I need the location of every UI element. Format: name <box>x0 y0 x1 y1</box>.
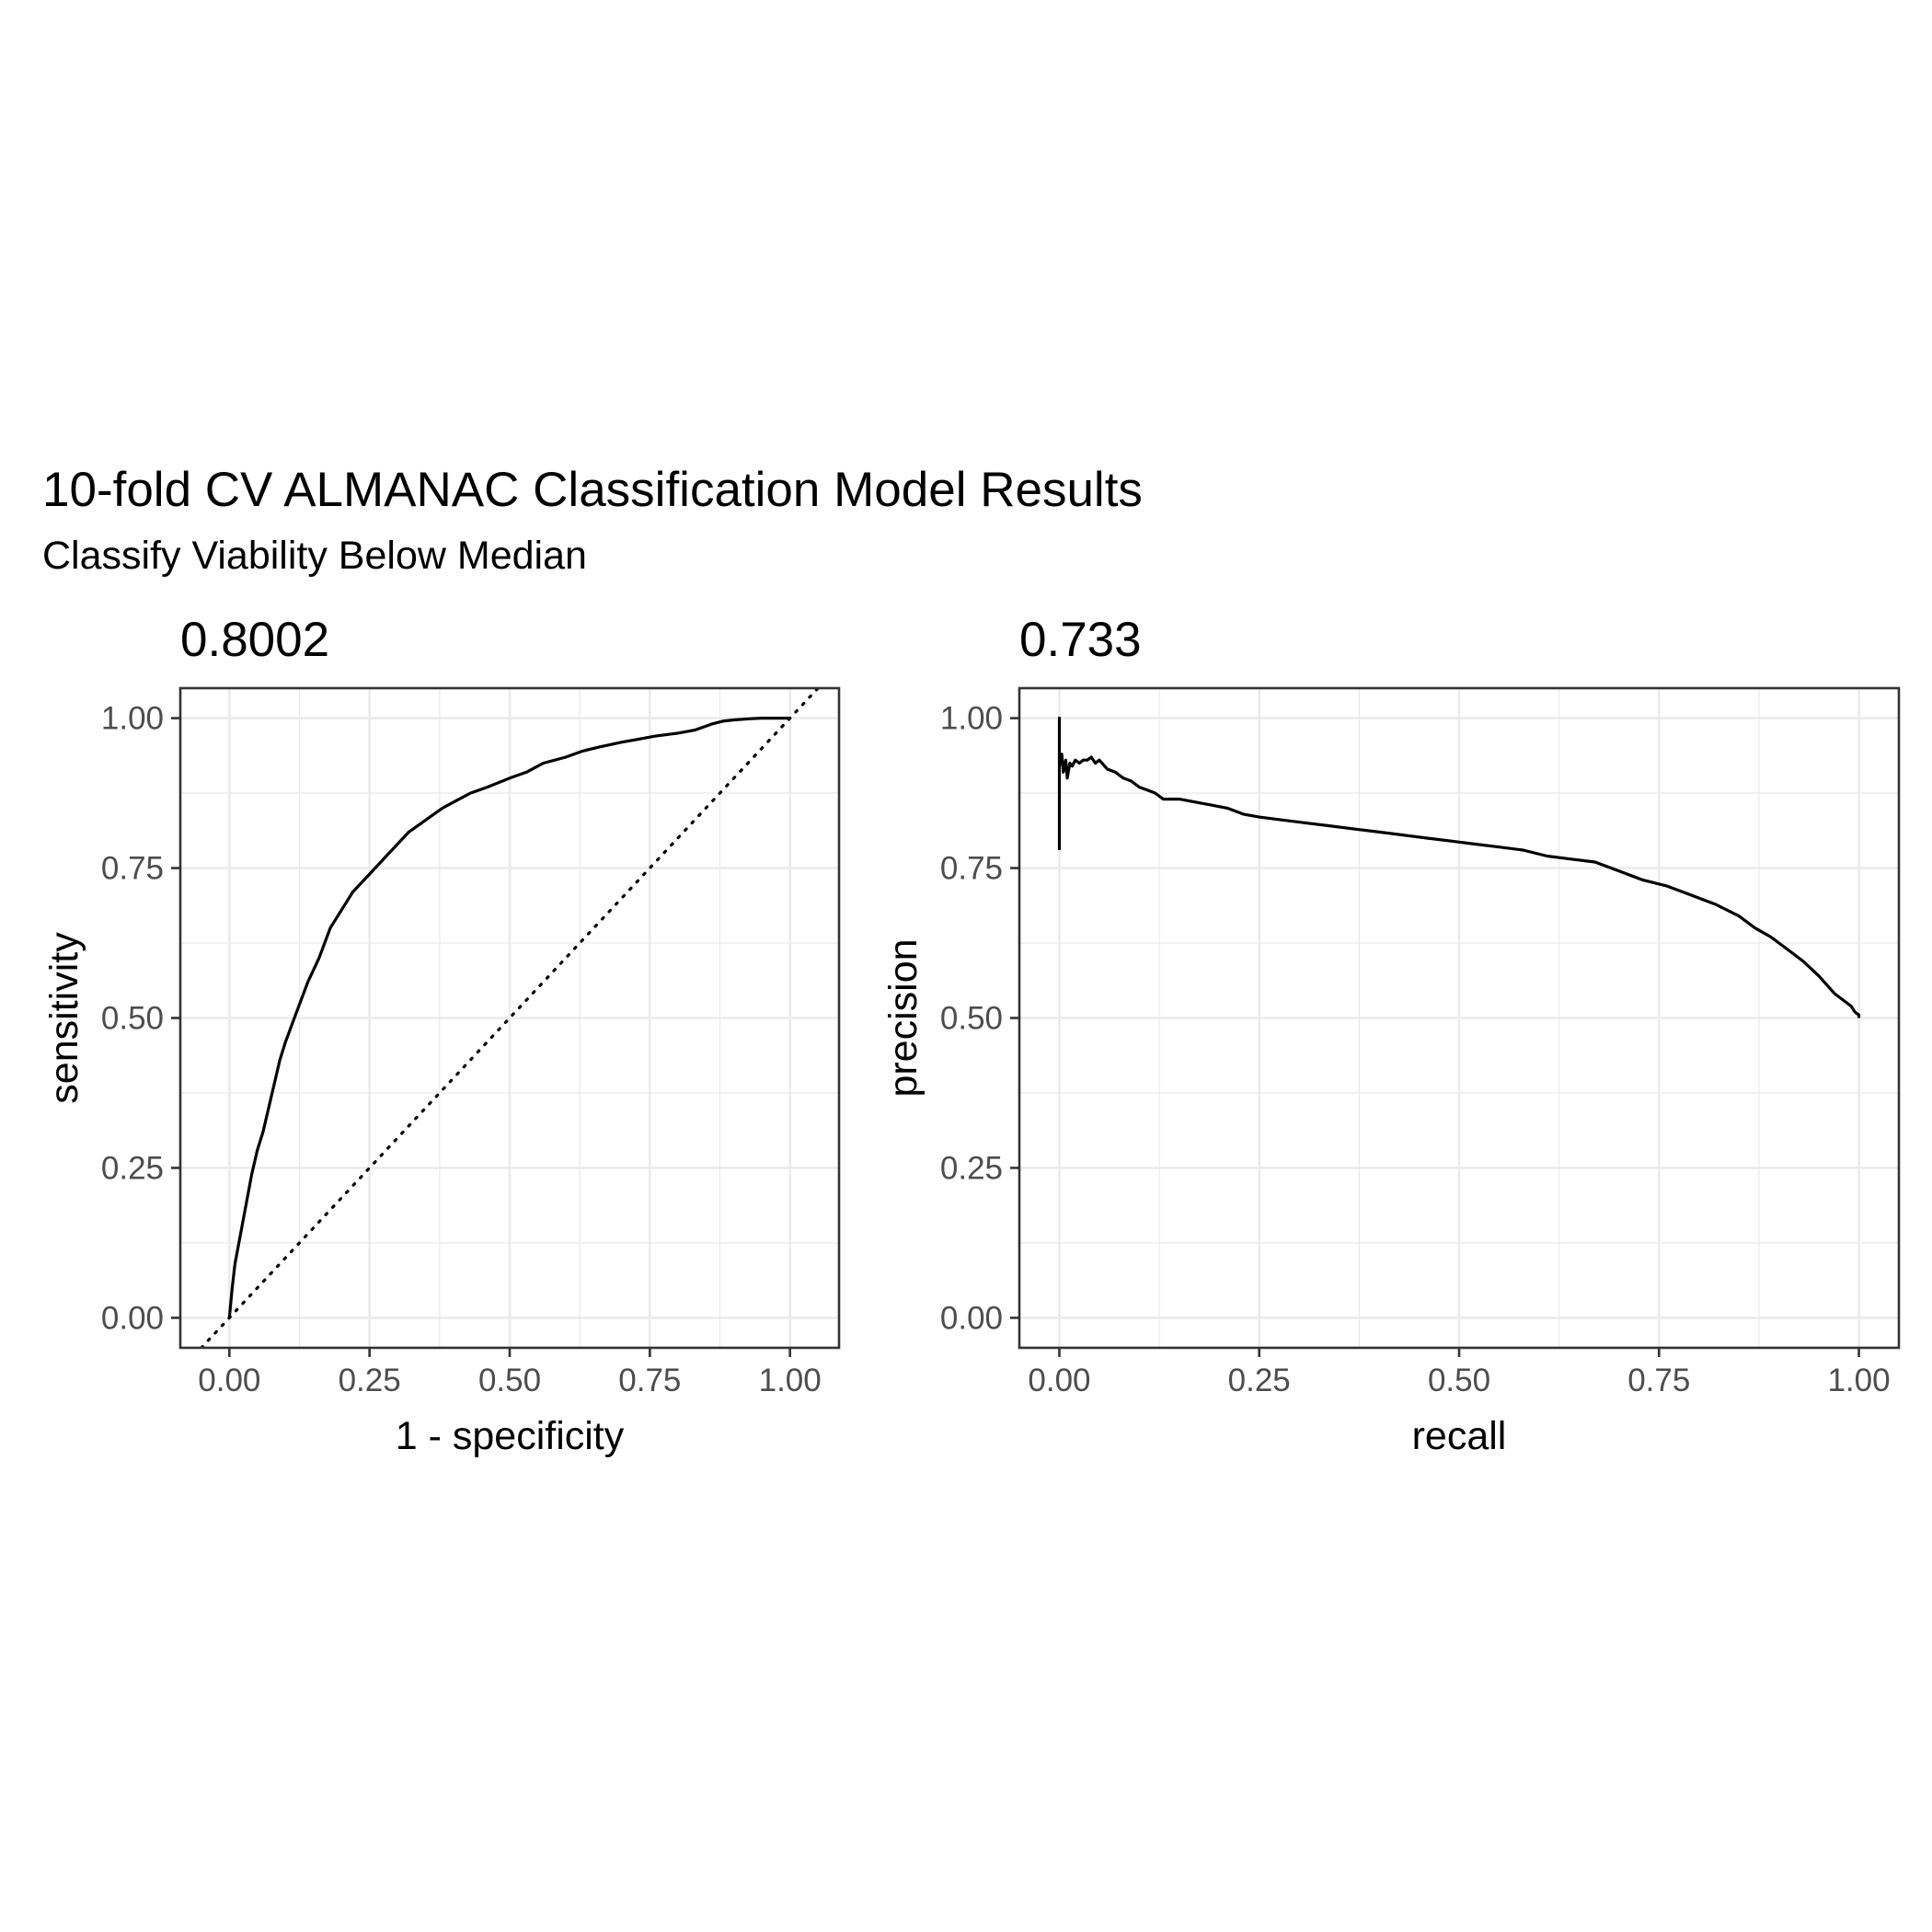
roc-x-tick-label: 0.00 <box>198 1363 260 1398</box>
figure-title: 10-fold CV ALMANAC Classification Model … <box>42 463 1143 517</box>
pr-panel: 0.00 0.00 0.25 0.25 0.50 0.50 0.75 0.75 1.00 1.00… <box>881 613 1901 1458</box>
pr-y-tick-label: 1.00 <box>940 701 1003 737</box>
roc-y-tick-label: 0.50 <box>101 1001 164 1037</box>
roc-y-tick-label: 0.25 <box>101 1150 164 1186</box>
pr-y-tick-label: 0.25 <box>940 1150 1003 1186</box>
pr-x-tick-label: 0.00 <box>1028 1363 1090 1398</box>
roc-x-axis-title: 1 - specificity <box>396 1414 625 1458</box>
pr-x-tick-label: 0.25 <box>1228 1363 1291 1398</box>
roc-curve <box>227 717 790 1318</box>
roc-panel-title: 0.8002 <box>180 613 329 667</box>
pr-panel-title: 0.733 <box>1019 613 1142 667</box>
roc-y-tick-label: 0.75 <box>101 851 164 887</box>
pr-x-tick-label: 1.00 <box>1827 1363 1890 1398</box>
pr-x-tick-label: 0.50 <box>1428 1363 1490 1398</box>
pr-x-axis-title: recall <box>1412 1414 1507 1458</box>
roc-x-tick-label: 0.50 <box>478 1363 541 1398</box>
pr-y-tick-label: 0.00 <box>940 1300 1003 1336</box>
pr-x-tick-label: 0.75 <box>1627 1363 1690 1398</box>
roc-reference-line <box>200 688 820 1348</box>
roc-y-axis-title: sensitivity <box>42 932 86 1104</box>
roc-x-tick-label: 0.25 <box>339 1363 401 1398</box>
pr-y-tick-label: 0.75 <box>940 851 1003 887</box>
roc-y-tick-label: 0.00 <box>101 1300 164 1336</box>
pr-curve <box>1057 717 1861 1018</box>
roc-x-tick-label: 1.00 <box>759 1363 822 1398</box>
pr-y-axis-title: precision <box>881 938 926 1097</box>
roc-panel: 0.00 0.00 0.25 0.25 0.50 0.50 0.75 0.75 1.00 1.00… <box>42 613 841 1458</box>
roc-x-tick-label: 0.75 <box>618 1363 681 1398</box>
roc-y-tick-label: 1.00 <box>101 701 164 737</box>
figure-subtitle: Classify Viability Below Median <box>42 534 587 578</box>
pr-y-tick-label: 0.50 <box>940 1001 1003 1037</box>
